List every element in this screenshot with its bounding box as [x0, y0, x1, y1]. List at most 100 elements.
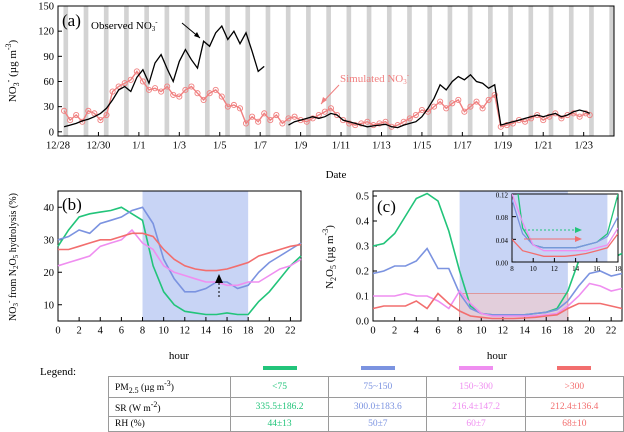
y-tick-label: 0.5: [356, 192, 369, 203]
y-tick-label: 0.0: [356, 317, 369, 328]
simulated-point: [170, 91, 177, 98]
inset-green-arrowhead: [575, 227, 582, 233]
swatch-cell: [329, 362, 427, 377]
legend-cell: <75: [229, 375, 330, 399]
y-tick-label: 0.3: [356, 242, 369, 253]
inset-red-arrowhead: [575, 236, 582, 242]
panel-label-a: (a): [62, 11, 81, 30]
series-line-1: [57, 206, 302, 293]
simulated-point: [431, 103, 438, 110]
simulated-point: [552, 110, 559, 117]
simulated-point: [127, 76, 134, 83]
x-tick-label: 22: [606, 326, 617, 337]
legend-row-sr: SR (W m-2) 335.5±186.2 300.0±183.6 216.4…: [108, 397, 624, 418]
x-axis-label-b: hour: [169, 350, 190, 362]
simulated-point: [461, 108, 468, 115]
x-tick-label: 14: [572, 265, 580, 273]
legend-cell: 212.4±136.4: [524, 397, 624, 418]
simulated-point: [546, 113, 553, 120]
plot-frame-a: [57, 5, 615, 137]
swatch-pm-lt75: [262, 366, 297, 371]
simulated-point: [291, 113, 298, 120]
x-tick-label: 1/3: [173, 141, 186, 152]
simulated-point: [376, 120, 383, 127]
night-stripe: [589, 6, 594, 136]
simulated-point: [230, 101, 237, 109]
simulated-point: [485, 96, 492, 103]
simulated-point: [85, 107, 92, 114]
y-tick-label: 60: [44, 77, 55, 88]
y-tick-label: 30: [44, 235, 55, 246]
x-axis-label-c: hour: [487, 350, 508, 362]
legend-title: Legend:: [40, 366, 77, 378]
night-stripe: [124, 6, 129, 136]
x-tick-label: 1/1: [132, 141, 145, 152]
x-tick-label: 10: [530, 265, 538, 273]
legend-cell: 75~150: [328, 375, 428, 399]
simulated-point: [61, 107, 68, 114]
x-tick-label: 18: [243, 326, 254, 337]
simulated-point: [115, 83, 122, 90]
legend-cell: 68±10: [524, 416, 624, 432]
simulated-point: [364, 118, 371, 125]
simulated-line: [63, 70, 590, 128]
x-tick-label: 16: [593, 265, 601, 273]
simulated-point: [352, 122, 359, 129]
simulated-point: [91, 110, 98, 117]
legend-row-label: RH (%): [108, 416, 231, 432]
simulated-point: [145, 86, 153, 93]
night-stripe: [427, 6, 433, 136]
x-tick-label: 16: [222, 326, 233, 337]
x-tick-label: 1/21: [534, 141, 553, 152]
x-tick-label: 12/28: [46, 141, 70, 152]
y-tick-label: 0.12: [496, 192, 509, 200]
simulated-point: [406, 115, 413, 122]
legend-cell: 60±7: [426, 416, 526, 432]
simulated-point: [473, 98, 480, 105]
x-tick-label: 20: [584, 326, 595, 337]
swatch-cell: [230, 362, 328, 377]
y-tick-label: 0.1: [356, 292, 369, 303]
simulated-point: [279, 120, 286, 127]
night-stripe: [184, 6, 190, 136]
night-stripe: [386, 6, 392, 136]
simulated-point: [455, 96, 462, 103]
night-stripe: [103, 6, 109, 136]
inset-axes: 0.00 0.04 0.08 0.12 8 10 12 14 16 18: [496, 192, 622, 274]
simulated-point: [528, 115, 535, 122]
night-stripe: [285, 6, 291, 136]
legend-cell: 44±13: [229, 416, 330, 432]
y-tick-label: 0: [49, 127, 54, 138]
y-tick-label: 20: [44, 268, 55, 279]
swatch-cell: [427, 362, 525, 377]
legend-cell: 150~300: [426, 375, 526, 399]
simulated-point: [400, 118, 407, 125]
night-stripe: [568, 6, 574, 136]
simulated-point: [236, 105, 244, 112]
night-stripe: [204, 6, 210, 136]
series-line-2: [373, 282, 623, 317]
night-stripe: [63, 6, 69, 136]
simulated-point: [437, 98, 444, 105]
simulated-point: [449, 100, 456, 107]
y-tick-label: 0.08: [496, 214, 509, 222]
x-tick-label: 14: [201, 326, 212, 337]
legend-row-pm: PM2.5 (µg m-3) <75 75~150 150~300 >300: [108, 375, 624, 399]
simulated-point: [212, 86, 219, 93]
simulated-point: [242, 120, 250, 127]
simulated-point: [194, 90, 201, 97]
x-tick-label: 18: [563, 326, 574, 337]
night-stripe: [225, 6, 230, 136]
y-axis-label-c: N2O5 (µg m-3): [321, 225, 338, 289]
night-stripe: [326, 6, 331, 136]
legend-cell: 300.0±183.6: [328, 397, 428, 418]
legend-row-rh: RH (%) 44±13 50±7 60±7 68±10: [108, 416, 624, 432]
simulated-point: [515, 117, 523, 124]
simulated-label: Simulated NO3-: [340, 71, 410, 86]
night-stripe: [488, 6, 493, 136]
simulated-point: [97, 117, 104, 124]
y-tick-label: 0.4: [356, 217, 370, 228]
x-tick-label: 8: [140, 326, 145, 337]
x-tick-label: 20: [264, 326, 275, 337]
